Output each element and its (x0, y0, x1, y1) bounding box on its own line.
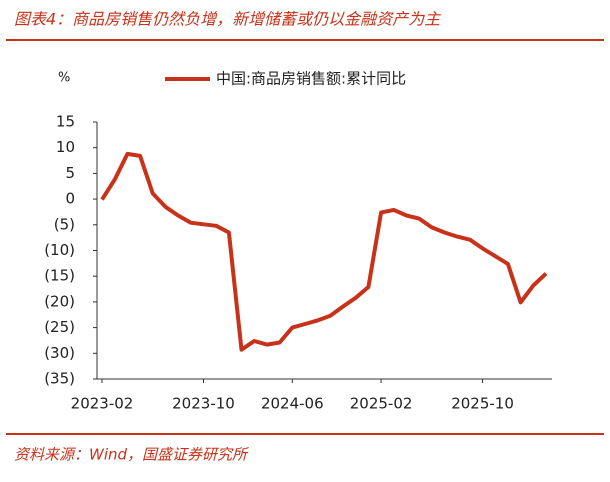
x-tick-label: 2025-02 (350, 395, 413, 413)
legend-label: 中国:商品房销售额:累计同比 (216, 70, 406, 88)
y-tick-label: 0 (65, 190, 75, 208)
y-tick-label: (20) (44, 292, 75, 310)
y-tick-label: 15 (56, 113, 75, 131)
chart-title: 图表4：商品房销售仍然负增，新增储蓄或仍以金融资产为主 (14, 10, 441, 29)
source: 资料来源：Wind，国盛证券研究所 (14, 446, 249, 464)
y-tick-label: 10 (56, 138, 75, 156)
x-tick-label: 2023-10 (172, 395, 235, 413)
data-line (100, 151, 548, 352)
y-tick-label: (5) (54, 215, 75, 233)
x-tick-label: 2025-10 (451, 395, 514, 413)
y-tick-label: (25) (44, 318, 75, 336)
y-tick-label: 5 (65, 164, 75, 182)
y-tick-label: (30) (44, 344, 75, 362)
x-tick-label: 2024-06 (261, 395, 324, 413)
y-tick-label: (35) (44, 370, 75, 388)
y-tick-label: (15) (44, 267, 75, 285)
y-tick-label: (10) (44, 241, 75, 259)
y-unit: % (58, 71, 70, 86)
x-tick-label: 2023-02 (71, 395, 134, 413)
